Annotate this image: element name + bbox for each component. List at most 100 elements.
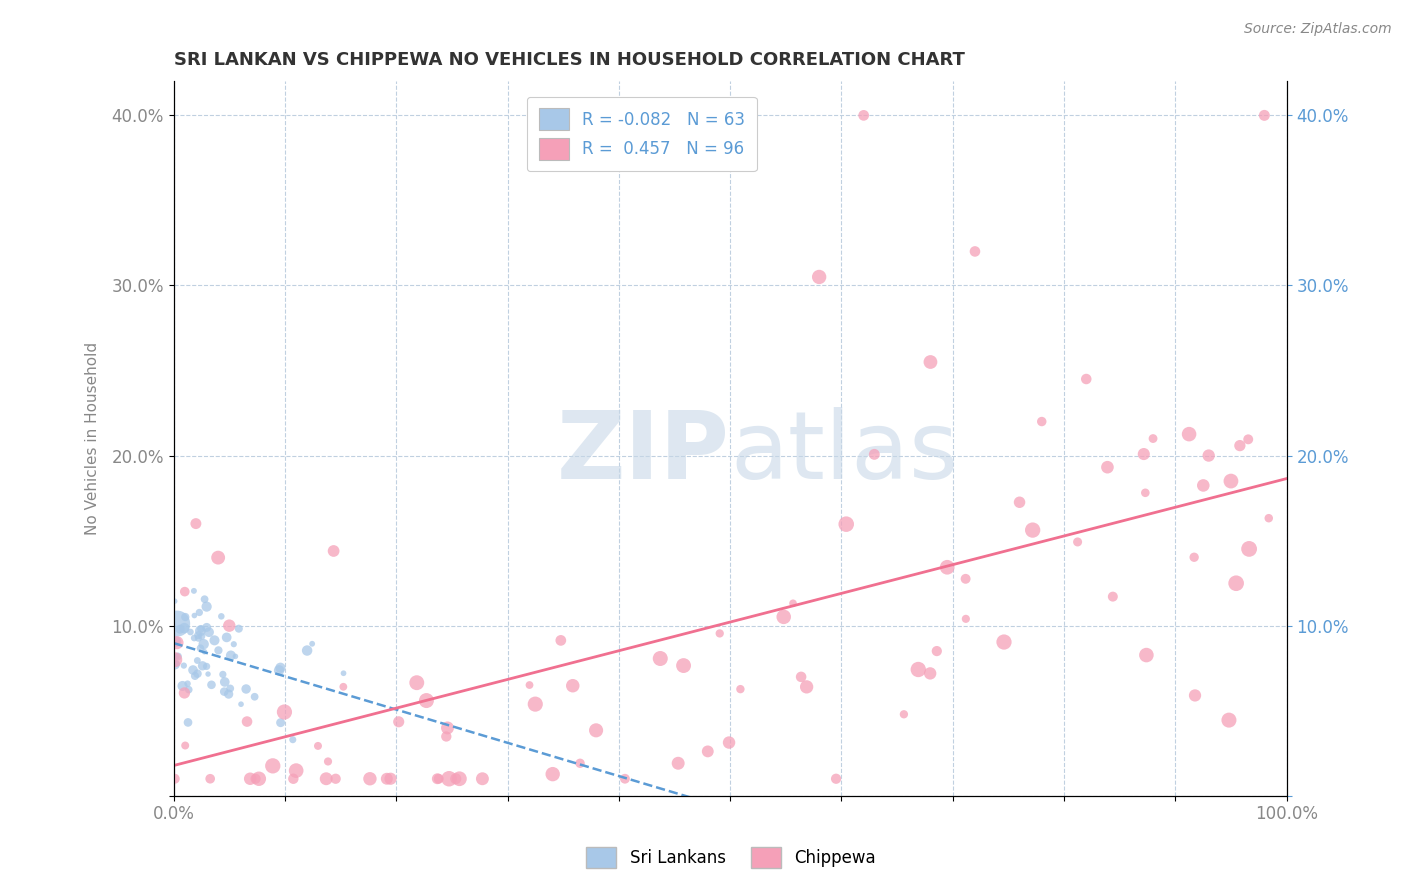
Point xyxy=(190,624,212,638)
Point xyxy=(585,723,607,738)
Point xyxy=(195,659,218,673)
Point xyxy=(219,648,242,663)
Point xyxy=(191,658,214,673)
Point xyxy=(235,681,257,696)
Point xyxy=(1229,439,1251,453)
Point xyxy=(173,621,195,635)
Point xyxy=(197,667,219,681)
Point xyxy=(285,764,308,778)
Text: atlas: atlas xyxy=(730,407,959,499)
Point xyxy=(193,637,215,651)
Point xyxy=(166,635,188,649)
Point xyxy=(718,735,741,749)
Point xyxy=(173,658,195,673)
Point xyxy=(179,625,201,640)
Point xyxy=(245,772,267,786)
Point xyxy=(835,517,858,532)
Point xyxy=(188,606,211,620)
Point xyxy=(426,772,449,786)
Point xyxy=(437,772,460,786)
Point xyxy=(1218,713,1240,727)
Point xyxy=(920,355,942,369)
Point xyxy=(1253,108,1275,122)
Point xyxy=(209,609,232,624)
Point xyxy=(163,653,186,667)
Point xyxy=(1076,372,1098,386)
Point xyxy=(1182,550,1205,565)
Point xyxy=(524,697,547,711)
Point xyxy=(163,772,186,786)
Point xyxy=(186,653,208,667)
Point xyxy=(262,759,284,773)
Point xyxy=(920,666,942,681)
Point xyxy=(198,772,221,786)
Point xyxy=(212,684,235,698)
Point xyxy=(174,739,197,753)
Text: ZIP: ZIP xyxy=(557,407,730,499)
Point xyxy=(863,447,886,461)
Point xyxy=(247,772,270,786)
Point xyxy=(1198,449,1220,463)
Point xyxy=(672,658,695,673)
Point xyxy=(1135,485,1157,500)
Point xyxy=(1225,576,1247,591)
Point xyxy=(187,632,209,646)
Point xyxy=(808,269,831,284)
Point xyxy=(1219,474,1241,488)
Point xyxy=(167,649,190,664)
Point xyxy=(295,643,318,657)
Point xyxy=(415,693,437,707)
Point xyxy=(1184,689,1206,703)
Point xyxy=(325,772,347,786)
Point xyxy=(166,649,188,664)
Point xyxy=(184,516,207,531)
Point xyxy=(207,643,229,657)
Point xyxy=(650,651,672,665)
Point xyxy=(173,584,195,599)
Point xyxy=(184,669,207,683)
Point xyxy=(449,772,471,786)
Point xyxy=(218,618,240,632)
Text: SRI LANKAN VS CHIPPEWA NO VEHICLES IN HOUSEHOLD CORRELATION CHART: SRI LANKAN VS CHIPPEWA NO VEHICLES IN HO… xyxy=(173,51,965,69)
Point xyxy=(852,108,875,122)
Point xyxy=(1097,460,1119,475)
Point xyxy=(569,756,592,771)
Point xyxy=(163,657,186,672)
Point xyxy=(222,637,245,651)
Point xyxy=(228,622,250,636)
Point xyxy=(301,637,323,651)
Point xyxy=(825,772,848,786)
Point xyxy=(177,682,200,697)
Point xyxy=(173,686,195,700)
Point xyxy=(772,610,794,624)
Point xyxy=(236,714,259,729)
Point xyxy=(332,666,354,681)
Point xyxy=(195,599,218,614)
Point xyxy=(315,772,337,786)
Point xyxy=(925,644,948,658)
Point xyxy=(243,690,266,704)
Point xyxy=(1237,433,1260,447)
Point xyxy=(1101,590,1123,604)
Point xyxy=(405,675,427,690)
Point xyxy=(190,622,212,636)
Point xyxy=(172,679,194,693)
Point xyxy=(1031,415,1053,429)
Point xyxy=(380,772,402,786)
Point xyxy=(186,666,208,681)
Point xyxy=(198,625,221,640)
Point xyxy=(194,592,217,607)
Point xyxy=(1008,495,1031,509)
Point xyxy=(229,697,252,711)
Point xyxy=(165,634,187,648)
Point xyxy=(269,664,291,678)
Point xyxy=(471,772,494,786)
Point xyxy=(281,732,304,747)
Point xyxy=(200,678,222,692)
Legend: Sri Lankans, Chippewa: Sri Lankans, Chippewa xyxy=(579,840,883,875)
Point xyxy=(214,675,236,690)
Point xyxy=(316,755,339,769)
Point xyxy=(212,667,235,681)
Point xyxy=(955,572,977,586)
Point xyxy=(1178,427,1201,442)
